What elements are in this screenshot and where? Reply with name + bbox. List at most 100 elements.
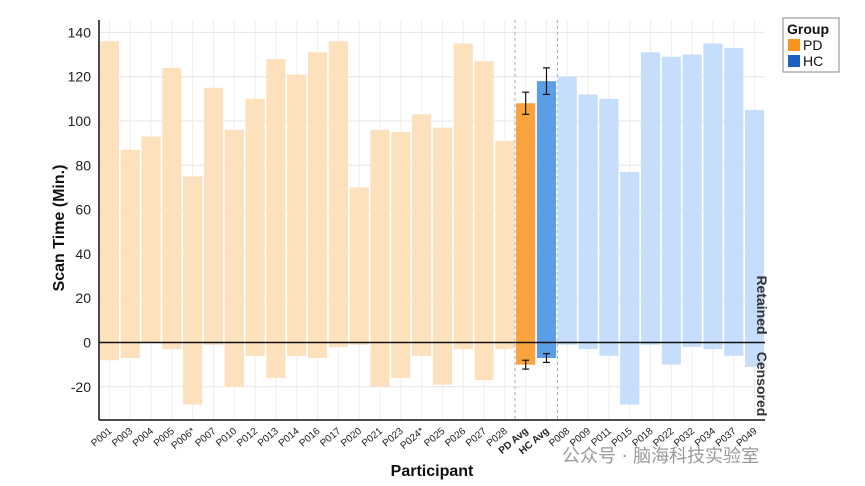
y-tick-label: 140 bbox=[68, 24, 92, 40]
bar-censored-p016 bbox=[307, 342, 328, 359]
axes bbox=[98, 20, 765, 421]
y-tick-label: 80 bbox=[75, 157, 91, 173]
bar-censored-p014 bbox=[287, 342, 307, 356]
x-axis-title: Participant bbox=[391, 463, 474, 480]
x-tick-label: P017 bbox=[318, 426, 343, 450]
bar-censored-pd-avg bbox=[516, 342, 536, 365]
bar-censored-p023 bbox=[391, 342, 411, 378]
y-tick-label: 20 bbox=[75, 290, 91, 306]
y-axis-title: Scan Time (Min.) bbox=[51, 165, 68, 292]
bar-retained-p014 bbox=[287, 74, 307, 343]
bar-retained-p012 bbox=[245, 98, 265, 343]
x-tick-label: P016 bbox=[297, 426, 322, 450]
bar-retained-p010 bbox=[224, 129, 244, 343]
bar-retained-p027 bbox=[474, 61, 494, 343]
bar-retained-p016 bbox=[307, 52, 328, 343]
bar-censored-p024- bbox=[412, 342, 432, 356]
bar-censored-p005 bbox=[162, 342, 182, 350]
x-tick-label: P027 bbox=[464, 426, 489, 450]
y-tick-label: 40 bbox=[75, 246, 91, 262]
bar-censored-p003 bbox=[120, 342, 140, 359]
bar-censored-p012 bbox=[245, 342, 265, 356]
x-tick-label: P014 bbox=[277, 426, 302, 450]
bar-censored-p028 bbox=[495, 342, 515, 350]
bar-censored-p007 bbox=[203, 342, 224, 345]
bar-retained-p007 bbox=[203, 87, 224, 343]
legend-swatch-hc bbox=[788, 55, 800, 67]
legend-title: Group bbox=[787, 21, 829, 37]
bar-censored-p022 bbox=[661, 342, 681, 365]
bar-retained-p004 bbox=[141, 136, 161, 343]
bar-censored-p032 bbox=[682, 342, 702, 347]
bar-retained-p006- bbox=[183, 176, 203, 343]
bar-retained-p037 bbox=[724, 47, 744, 343]
x-tick-label: P003 bbox=[110, 426, 135, 450]
bar-retained-p005 bbox=[162, 67, 182, 343]
legend: Group PD HC bbox=[782, 17, 840, 73]
bar-retained-p024- bbox=[412, 114, 432, 343]
bar-retained-p022 bbox=[661, 56, 681, 343]
legend-label-hc: HC bbox=[803, 53, 823, 69]
x-tick-label: P012 bbox=[235, 426, 260, 450]
x-tick-label: P020 bbox=[339, 426, 364, 450]
bar-retained-p020 bbox=[349, 187, 369, 343]
y-tick-label: 120 bbox=[68, 69, 92, 85]
bar-censored-hc-avg bbox=[536, 342, 557, 359]
bar-censored-p015 bbox=[620, 342, 640, 405]
bar-retained-p034 bbox=[703, 43, 723, 343]
bar-censored-p049 bbox=[745, 342, 765, 367]
bar-retained-p015 bbox=[620, 171, 640, 343]
x-tick-label: P021 bbox=[360, 426, 385, 450]
bar-retained-hc-avg bbox=[536, 81, 557, 343]
bar-retained-p049 bbox=[745, 109, 765, 343]
bar-retained-p025 bbox=[432, 127, 452, 343]
x-tick-label: P006* bbox=[170, 426, 198, 452]
x-tick-label: P007 bbox=[193, 426, 218, 450]
bar-retained-pd-avg bbox=[516, 103, 536, 343]
bar-censored-p001 bbox=[99, 342, 119, 361]
bar-censored-p006- bbox=[183, 342, 203, 405]
legend-swatch-pd bbox=[788, 39, 800, 51]
bar-censored-p013 bbox=[266, 342, 286, 378]
x-tick-label: P010 bbox=[214, 426, 239, 450]
bar-censored-p021 bbox=[370, 342, 390, 387]
bar-censored-p034 bbox=[703, 342, 723, 350]
x-tick-label: P025 bbox=[422, 426, 447, 450]
bar-censored-p008 bbox=[557, 342, 577, 345]
x-tick-label: P004 bbox=[131, 426, 156, 450]
bar-retained-p023 bbox=[391, 132, 411, 343]
bar-censored-p026 bbox=[453, 342, 473, 350]
y-tick-label: 100 bbox=[68, 113, 92, 129]
bar-censored-p009 bbox=[578, 342, 598, 350]
x-tick-label: P026 bbox=[443, 426, 468, 450]
bar-censored-p018 bbox=[640, 342, 661, 345]
bar-retained-p032 bbox=[682, 54, 702, 343]
bar-retained-p013 bbox=[266, 58, 286, 343]
x-tick-label: P001 bbox=[89, 426, 114, 450]
bar-censored-p020 bbox=[349, 342, 369, 345]
censored-label: Censored bbox=[754, 352, 770, 417]
bar-retained-p011 bbox=[599, 98, 619, 343]
bar-retained-p021 bbox=[370, 129, 390, 343]
bar-censored-p025 bbox=[432, 342, 452, 385]
bar-censored-p037 bbox=[724, 342, 744, 356]
bar-retained-p008 bbox=[557, 76, 577, 343]
bar-retained-p018 bbox=[640, 52, 661, 343]
watermark-text: 公众号 · 脑海科技实验室 bbox=[562, 446, 759, 467]
y-tick-label: 60 bbox=[75, 202, 91, 218]
error-bars bbox=[522, 67, 550, 370]
bar-retained-p003 bbox=[120, 149, 140, 343]
legend-label-pd: PD bbox=[803, 37, 822, 53]
bar-retained-p028 bbox=[495, 140, 515, 343]
y-tick-label: 0 bbox=[83, 335, 91, 351]
y-tick-labels: -20 0 20 40 60 80 100 120 140 bbox=[68, 24, 92, 394]
bar-censored-p011 bbox=[599, 342, 619, 356]
x-tick-label: P024* bbox=[399, 426, 427, 452]
bar-censored-p017 bbox=[328, 342, 348, 347]
bar-series bbox=[99, 41, 765, 405]
bar-retained-p026 bbox=[453, 43, 473, 343]
y-tick-label: -20 bbox=[71, 379, 91, 395]
bar-retained-p017 bbox=[328, 41, 348, 343]
bar-retained-p009 bbox=[578, 94, 598, 343]
